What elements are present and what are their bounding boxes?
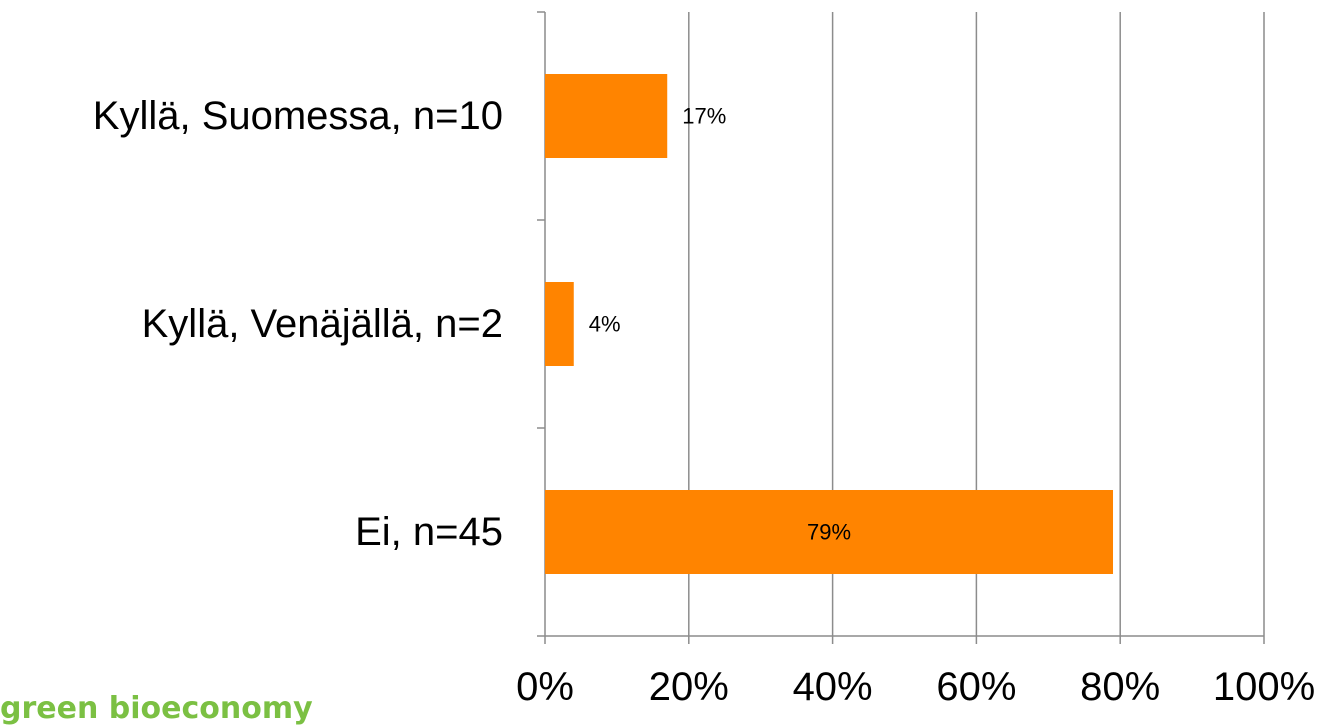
- x-tick-label: 80%: [1080, 665, 1160, 709]
- data-label: 79%: [807, 520, 851, 545]
- chart-bars: [545, 74, 1114, 574]
- bar: [545, 282, 574, 366]
- chart-labels: 0% 20% 40% 60% 80% 100% Kyllä, Suomessa, n=10 1…: [93, 94, 1315, 709]
- x-tick-label: 40%: [793, 665, 873, 709]
- bar: [545, 74, 668, 158]
- category-label: Kyllä, Venäjällä, n=2: [142, 302, 503, 346]
- category-label: Kyllä, Suomessa, n=10: [93, 94, 503, 138]
- x-tick-label: 20%: [649, 665, 729, 709]
- bar: [545, 490, 1114, 574]
- x-tick-label: 0%: [516, 665, 574, 709]
- data-label: 4%: [589, 312, 621, 337]
- footer-logo-text: green bioeconomy: [0, 691, 313, 726]
- data-label: 17%: [682, 104, 726, 129]
- x-tick-label: 60%: [936, 665, 1016, 709]
- category-label: Ei, n=45: [355, 510, 503, 554]
- x-tick-label: 100%: [1213, 665, 1315, 709]
